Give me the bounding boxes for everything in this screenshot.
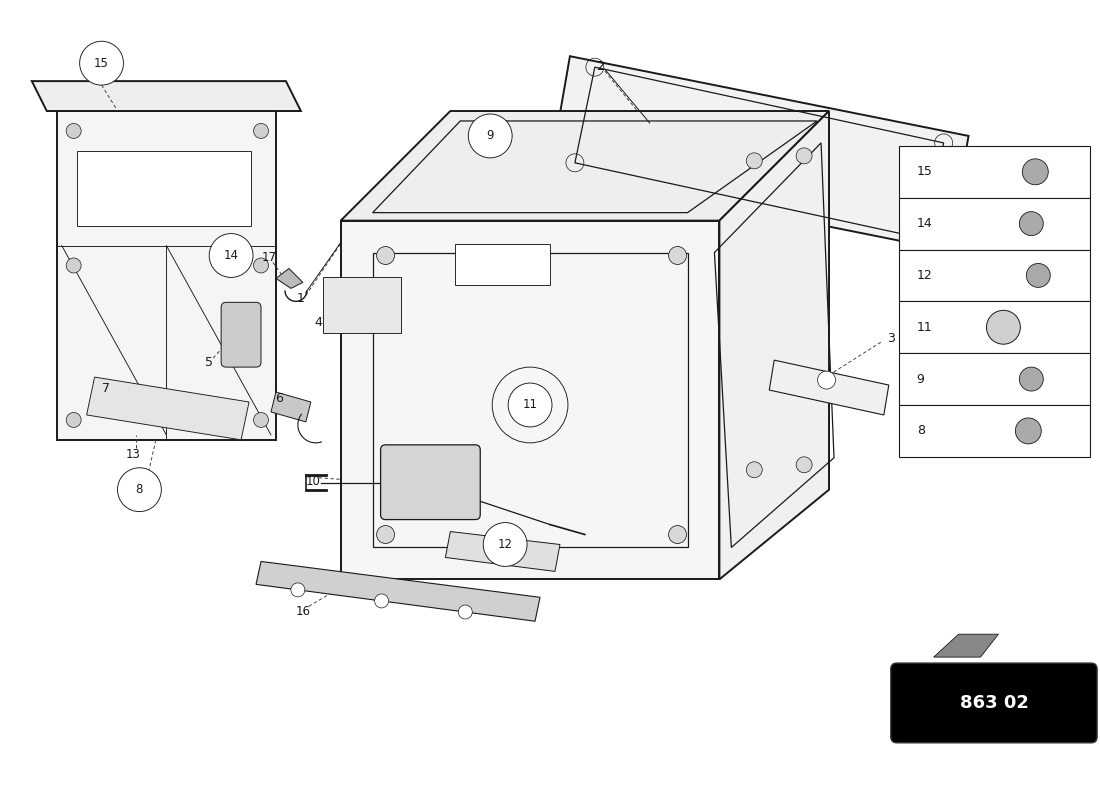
Circle shape bbox=[746, 462, 762, 478]
Circle shape bbox=[375, 594, 388, 608]
Polygon shape bbox=[769, 360, 889, 415]
Text: 3: 3 bbox=[887, 332, 894, 345]
Text: 8: 8 bbox=[135, 483, 143, 496]
Polygon shape bbox=[87, 377, 249, 440]
Text: 10: 10 bbox=[306, 475, 320, 488]
Bar bbox=[899, 353, 1090, 405]
Polygon shape bbox=[446, 531, 560, 571]
Circle shape bbox=[1020, 367, 1043, 391]
Circle shape bbox=[66, 413, 81, 427]
Text: 12: 12 bbox=[497, 538, 513, 551]
Circle shape bbox=[746, 153, 762, 169]
Bar bbox=[899, 250, 1090, 302]
Circle shape bbox=[669, 526, 686, 543]
Text: 7: 7 bbox=[101, 382, 110, 394]
Text: 6: 6 bbox=[275, 391, 283, 405]
Circle shape bbox=[817, 371, 836, 389]
Circle shape bbox=[796, 148, 812, 164]
Circle shape bbox=[79, 42, 123, 85]
Circle shape bbox=[253, 258, 268, 273]
Text: 9: 9 bbox=[486, 130, 494, 142]
Circle shape bbox=[1026, 263, 1050, 287]
Polygon shape bbox=[256, 562, 540, 622]
Text: 4: 4 bbox=[315, 316, 322, 329]
Text: 2: 2 bbox=[596, 60, 604, 73]
Polygon shape bbox=[550, 56, 968, 250]
Text: 13: 13 bbox=[126, 448, 141, 462]
Circle shape bbox=[376, 246, 395, 265]
Circle shape bbox=[290, 583, 305, 597]
Circle shape bbox=[209, 234, 253, 278]
Circle shape bbox=[1015, 418, 1042, 444]
Text: 11: 11 bbox=[522, 398, 538, 411]
Text: a passion for parts since 1985: a passion for parts since 1985 bbox=[456, 409, 703, 491]
Bar bbox=[899, 146, 1090, 198]
Polygon shape bbox=[57, 111, 276, 440]
Circle shape bbox=[483, 522, 527, 566]
Text: 16: 16 bbox=[296, 605, 310, 618]
Polygon shape bbox=[934, 634, 999, 657]
Circle shape bbox=[796, 457, 812, 473]
Polygon shape bbox=[341, 111, 829, 221]
Text: 14: 14 bbox=[223, 249, 239, 262]
Text: 1: 1 bbox=[297, 292, 305, 305]
Circle shape bbox=[253, 123, 268, 138]
Circle shape bbox=[469, 114, 513, 158]
Polygon shape bbox=[32, 81, 301, 111]
Circle shape bbox=[376, 526, 395, 543]
Circle shape bbox=[510, 385, 550, 425]
Text: 12: 12 bbox=[916, 269, 933, 282]
FancyBboxPatch shape bbox=[322, 278, 400, 334]
Polygon shape bbox=[341, 221, 719, 579]
Bar bbox=[899, 198, 1090, 250]
Circle shape bbox=[253, 413, 268, 427]
Polygon shape bbox=[276, 269, 303, 288]
FancyBboxPatch shape bbox=[221, 302, 261, 367]
Polygon shape bbox=[719, 111, 829, 579]
Text: 14: 14 bbox=[916, 217, 933, 230]
Text: 17: 17 bbox=[262, 251, 276, 264]
Text: 11: 11 bbox=[916, 321, 933, 334]
Polygon shape bbox=[271, 392, 311, 422]
Circle shape bbox=[66, 258, 81, 273]
Text: 15: 15 bbox=[916, 166, 933, 178]
Circle shape bbox=[118, 468, 162, 512]
Bar bbox=[899, 302, 1090, 353]
Circle shape bbox=[1022, 159, 1048, 185]
FancyBboxPatch shape bbox=[455, 243, 550, 286]
Circle shape bbox=[1020, 212, 1043, 235]
Circle shape bbox=[987, 310, 1021, 344]
Text: 863 02: 863 02 bbox=[959, 694, 1028, 712]
Circle shape bbox=[508, 383, 552, 427]
Text: 5: 5 bbox=[206, 356, 213, 369]
Text: euroParts: euroParts bbox=[398, 266, 801, 435]
Circle shape bbox=[459, 605, 472, 619]
Bar bbox=[899, 405, 1090, 457]
Text: 9: 9 bbox=[916, 373, 925, 386]
Text: 15: 15 bbox=[95, 57, 109, 70]
FancyBboxPatch shape bbox=[77, 151, 251, 226]
Text: 8: 8 bbox=[916, 424, 925, 438]
FancyBboxPatch shape bbox=[891, 663, 1097, 743]
Circle shape bbox=[66, 123, 81, 138]
Circle shape bbox=[669, 246, 686, 265]
FancyBboxPatch shape bbox=[381, 445, 481, 519]
